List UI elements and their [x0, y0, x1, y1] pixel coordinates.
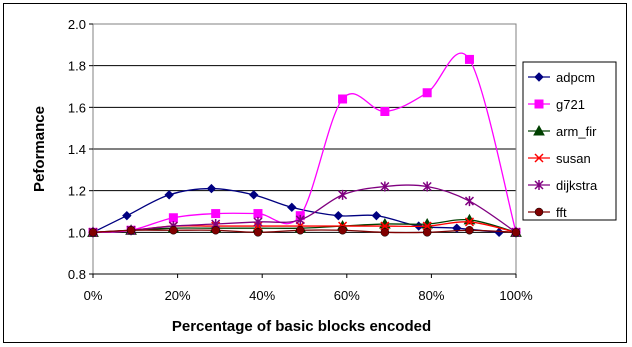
legend-item-arm_fir: arm_fir [528, 124, 597, 139]
data-point-fft [511, 228, 521, 237]
legend-item-susan: susan [528, 151, 591, 166]
y-axis: 0.8 1.0 1.2 1.4 1.6 1.8 2.0 [68, 17, 94, 282]
data-point-adpcm [164, 190, 174, 200]
data-point-fft [296, 226, 305, 235]
series-group [87, 52, 522, 238]
y-tick-label: 2.0 [68, 17, 86, 32]
x-axis: 0% 20% 40% 60% 80% 100% [84, 273, 533, 303]
data-point-adpcm [249, 190, 259, 200]
data-point-g721 [338, 94, 348, 104]
data-point-adpcm [333, 210, 344, 221]
y-tick-label: 1.8 [68, 59, 86, 74]
x-tick-label: 0% [84, 288, 103, 303]
legend-box [522, 61, 617, 221]
legend-item-dijkstra: dijkstra [528, 178, 598, 193]
data-point-adpcm [371, 210, 382, 221]
data-point-susan [380, 221, 390, 231]
data-point-dijkstra [380, 181, 390, 192]
data-point-adpcm [206, 183, 217, 194]
gridlines [93, 23, 516, 275]
y-tick-label: 0.8 [68, 267, 86, 282]
legend-marker [533, 124, 545, 136]
y-tick-label: 1.0 [68, 225, 86, 240]
data-point-fft [253, 228, 263, 237]
legend-label: g721 [556, 97, 585, 112]
legend-label: adpcm [556, 70, 595, 85]
x-tick-label: 100% [499, 288, 533, 303]
legend-label: arm_fir [556, 124, 597, 139]
legend-label: fft [556, 205, 567, 220]
x-tick-label: 60% [334, 288, 360, 303]
x-tick-label: 20% [165, 288, 191, 303]
legend-marker [534, 153, 544, 163]
legend-item-g721: g721 [528, 97, 585, 112]
data-point-fft [126, 226, 136, 235]
data-point-dijkstra [338, 189, 348, 200]
data-point-dijkstra [253, 216, 263, 227]
y-tick-label: 1.4 [68, 142, 86, 157]
data-point-fft [169, 226, 178, 235]
data-point-g721 [253, 209, 263, 219]
legend-item-adpcm: adpcm [528, 70, 595, 85]
y-tick-label: 1.6 [68, 100, 86, 115]
y-tick-label: 1.2 [68, 184, 86, 199]
x-axis-label: Percentage of basic blocks encoded [172, 318, 431, 335]
legend-marker [534, 99, 544, 109]
legend-label: dijkstra [556, 178, 598, 193]
data-point-dijkstra [464, 196, 475, 207]
series-g721 [88, 52, 521, 237]
data-point-fft [380, 228, 390, 237]
legend-label: susan [556, 151, 591, 166]
data-point-adpcm [494, 227, 504, 238]
y-axis-label: Peformance [31, 106, 48, 192]
data-point-fft [88, 228, 98, 237]
x-tick-label: 80% [418, 288, 444, 303]
data-point-adpcm [122, 210, 132, 221]
data-point-fft [211, 226, 220, 235]
data-point-susan [422, 221, 432, 231]
series-line-g721 [92, 52, 517, 233]
data-point-g721 [168, 213, 178, 223]
data-point-g721 [211, 209, 221, 219]
data-point-susan [464, 217, 475, 227]
series-fft [88, 226, 521, 237]
data-point-fft [422, 228, 432, 237]
data-point-fft [338, 226, 347, 235]
legend-marker [534, 180, 544, 190]
data-point-fft [465, 226, 474, 235]
legend-item-fft: fft [528, 205, 567, 220]
data-point-adpcm [287, 202, 297, 213]
x-tick-label: 40% [249, 288, 275, 303]
data-point-g721 [422, 88, 432, 98]
legend-marker [534, 72, 544, 82]
legend-marker [534, 207, 544, 217]
data-point-g721 [464, 54, 474, 64]
data-point-g721 [380, 107, 390, 116]
data-point-dijkstra [295, 214, 305, 225]
data-point-dijkstra [422, 181, 432, 192]
